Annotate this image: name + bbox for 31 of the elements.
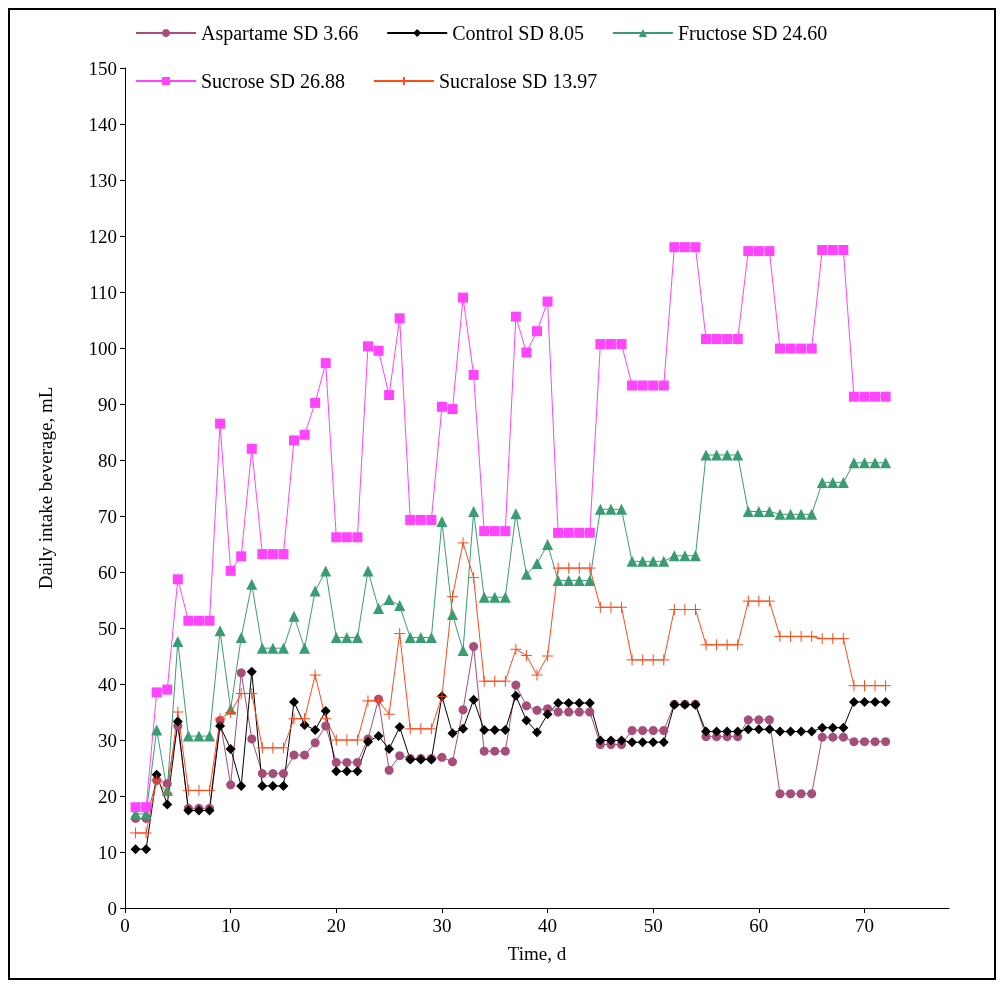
y-tick-label: 140 xyxy=(88,113,117,135)
y-tick-label: 10 xyxy=(98,841,117,863)
legend-label: Sucrose SD 26.88 xyxy=(201,70,345,92)
legend-label: Control SD 8.05 xyxy=(452,22,584,44)
y-tick-label: 20 xyxy=(98,785,117,807)
x-axis-title: Time, d xyxy=(507,943,567,964)
x-tick-label: 10 xyxy=(221,915,241,936)
y-tick-label: 60 xyxy=(98,561,117,583)
y-tick-label: 0 xyxy=(107,897,117,919)
x-tick-label: 50 xyxy=(643,915,663,936)
y-axis-title: Daily intake beverage, mL xyxy=(35,386,56,590)
x-tick-label: 20 xyxy=(326,915,346,936)
y-tick-label: 100 xyxy=(88,337,117,359)
y-tick-label: 50 xyxy=(98,617,117,639)
legend-label: Aspartame SD 3.66 xyxy=(201,22,359,45)
y-tick-label: 40 xyxy=(98,673,117,695)
x-tick-label: 40 xyxy=(538,915,558,936)
legend-label: Fructose SD 24.60 xyxy=(677,22,828,44)
y-tick-label: 70 xyxy=(98,505,117,527)
x-tick-label: 30 xyxy=(432,915,452,936)
y-tick-label: 80 xyxy=(98,449,117,471)
x-tick-label: 0 xyxy=(120,915,130,936)
y-tick-label: 110 xyxy=(89,281,117,303)
y-tick-label: 90 xyxy=(98,393,117,415)
y-tick-label: 120 xyxy=(88,225,117,247)
legend-label: Sucralose SD 13.97 xyxy=(438,70,598,92)
y-tick-label: 130 xyxy=(88,169,117,191)
x-tick-label: 70 xyxy=(854,915,874,936)
y-tick-label: 150 xyxy=(88,57,117,79)
x-tick-label: 60 xyxy=(749,915,769,936)
y-tick-label: 30 xyxy=(98,729,117,751)
